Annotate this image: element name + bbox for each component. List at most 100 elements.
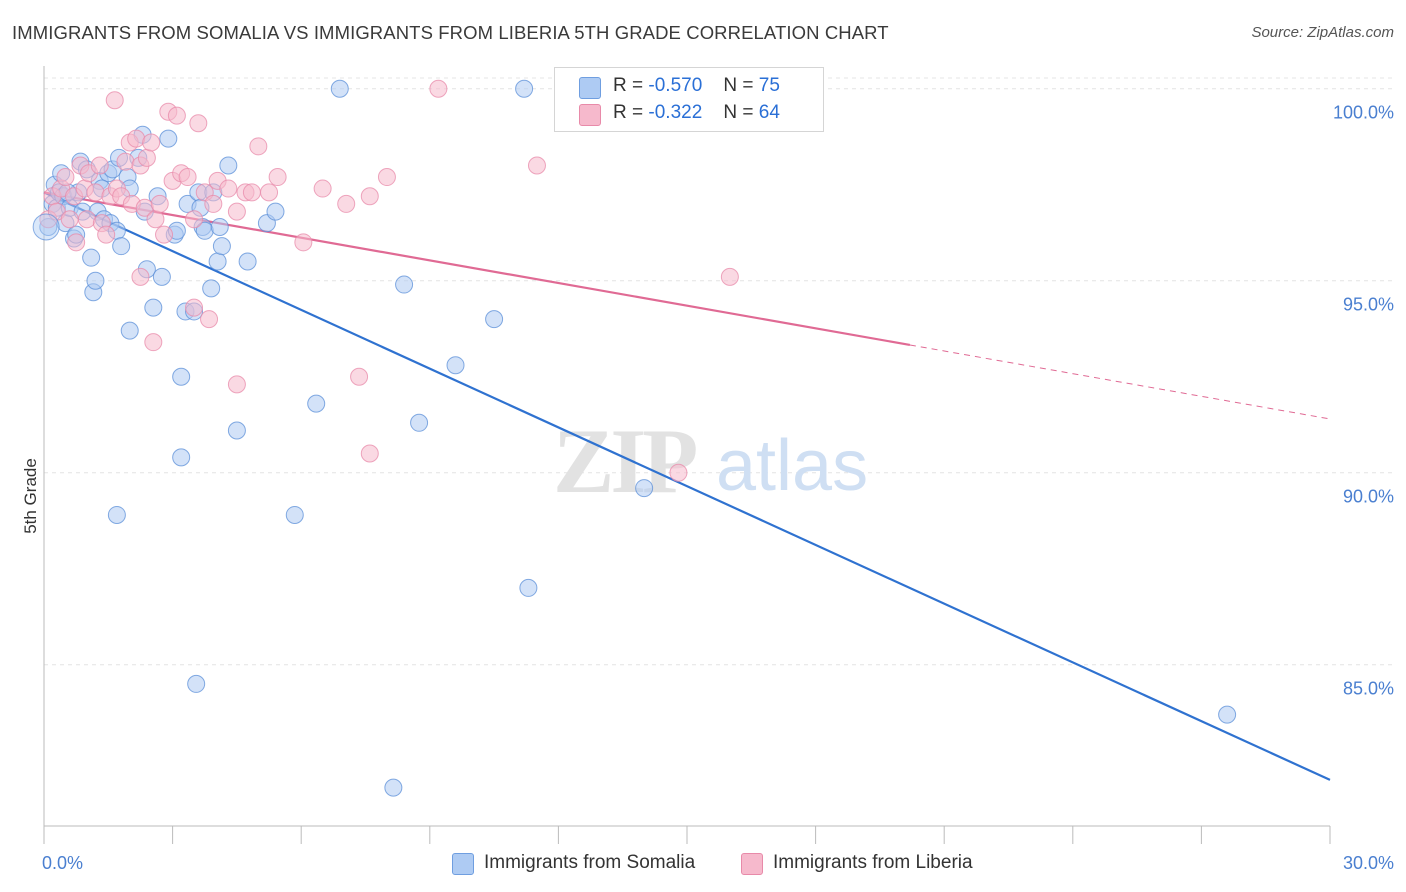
somalia-swatch: [579, 77, 601, 99]
liberia-point: [185, 210, 204, 229]
y-tick-label: 95.0%: [1343, 295, 1394, 315]
somalia-point: [208, 252, 227, 271]
trend-line-dashed: [909, 344, 1331, 420]
somalia-point: [112, 237, 131, 256]
somalia-point: [82, 248, 101, 267]
somalia-point: [187, 674, 206, 693]
liberia-r-label: R =: [613, 102, 644, 123]
somalia-r-label: R =: [613, 75, 644, 96]
liberia-point: [116, 152, 135, 171]
liberia-point: [313, 179, 332, 198]
liberia-point: [137, 148, 156, 167]
liberia-point: [185, 298, 204, 317]
liberia-point: [105, 91, 124, 110]
liberia-point: [150, 194, 169, 213]
somalia-point: [410, 413, 429, 432]
liberia-n-value: 64: [758, 102, 780, 123]
somalia-point: [159, 129, 178, 148]
somalia-point: [120, 321, 139, 340]
liberia-point: [268, 168, 287, 187]
somalia-point: [144, 298, 163, 317]
liberia-swatch: [579, 104, 601, 126]
y-tick-label: 85.0%: [1343, 679, 1394, 699]
liberia-point: [155, 225, 174, 244]
somalia-point: [227, 421, 246, 440]
liberia-n-label: N =: [723, 102, 754, 123]
somalia-point: [330, 79, 349, 98]
x-tick-label-min: 0.0%: [42, 853, 83, 873]
liberia-point: [242, 183, 261, 202]
liberia-point: [377, 168, 396, 187]
liberia-point: [294, 233, 313, 252]
somalia-point: [107, 505, 126, 524]
liberia-point: [142, 133, 161, 152]
liberia-point: [167, 106, 186, 125]
somalia-point: [446, 356, 465, 375]
liberia-legend-swatch: [741, 853, 763, 875]
somalia-point: [635, 479, 654, 498]
liberia-point: [260, 183, 279, 202]
somalia-point: [395, 275, 414, 294]
liberia-point: [204, 194, 223, 213]
chart-source: Source: ZipAtlas.com: [1251, 24, 1394, 41]
somalia-legend-swatch: [452, 853, 474, 875]
liberia-point: [131, 267, 150, 286]
liberia-point: [86, 183, 105, 202]
liberia-point: [227, 375, 246, 394]
somalia-point: [210, 217, 229, 236]
y-axis-label: 5th Grade: [21, 458, 40, 534]
chart-title: IMMIGRANTS FROM SOMALIA VS IMMIGRANTS FR…: [12, 22, 889, 43]
liberia-point: [227, 202, 246, 221]
somalia-n-value: 75: [758, 75, 780, 96]
somalia-point: [212, 237, 231, 256]
x-tick-label-max: 30.0%: [1343, 853, 1394, 873]
somalia-point: [202, 279, 221, 298]
somalia-point: [384, 778, 403, 797]
liberia-point: [527, 156, 546, 175]
trend-line-solid: [43, 191, 1331, 781]
somalia-point: [285, 505, 304, 524]
y-tick-labels: 85.0% 90.0% 95.0% 100.0%: [1333, 103, 1394, 699]
liberia-point: [60, 210, 79, 229]
somalia-r-value: -0.570: [648, 75, 703, 96]
liberia-point: [429, 79, 448, 98]
somalia-point: [515, 79, 534, 98]
liberia-point: [350, 367, 369, 386]
somalia-n-label: N =: [723, 75, 754, 96]
watermark-atlas: atlas: [716, 426, 868, 506]
liberia-point: [67, 233, 86, 252]
liberia-point: [56, 168, 75, 187]
watermark: ZIP atlas: [553, 410, 868, 512]
liberia-point: [90, 156, 109, 175]
liberia-point: [360, 444, 379, 463]
somalia-point: [485, 310, 504, 329]
somalia-point: [152, 267, 171, 286]
liberia-point: [178, 168, 197, 187]
liberia-point: [337, 194, 356, 213]
somalia-point: [172, 448, 191, 467]
liberia-legend-label: Immigrants from Liberia: [773, 852, 973, 873]
liberia-point: [200, 310, 219, 329]
liberia-point: [669, 463, 688, 482]
liberia-point: [219, 179, 238, 198]
liberia-point: [77, 210, 96, 229]
somalia-point: [32, 213, 60, 241]
somalia-point: [238, 252, 257, 271]
liberia-point: [97, 225, 116, 244]
y-tick-label: 100.0%: [1333, 103, 1394, 123]
liberia-point: [146, 210, 165, 229]
liberia-r-value: -0.322: [648, 102, 703, 123]
liberia-point: [360, 187, 379, 206]
data-points: [32, 79, 1237, 797]
somalia-point: [307, 394, 326, 413]
somalia-point: [219, 156, 238, 175]
y-tick-label: 90.0%: [1343, 487, 1394, 507]
somalia-point: [1218, 705, 1237, 724]
liberia-point: [127, 129, 146, 148]
somalia-point: [86, 271, 105, 290]
somalia-legend-label: Immigrants from Somalia: [484, 852, 696, 873]
watermark-zip: ZIP: [553, 410, 696, 512]
liberia-point: [720, 267, 739, 286]
gridlines: [44, 77, 1392, 666]
